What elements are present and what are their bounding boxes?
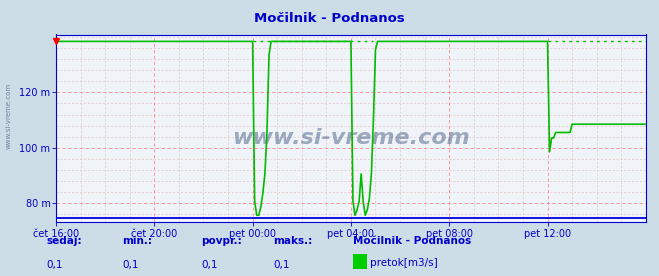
Text: 0,1: 0,1 bbox=[273, 260, 290, 270]
Text: maks.:: maks.: bbox=[273, 236, 313, 246]
Text: www.si-vreme.com: www.si-vreme.com bbox=[5, 83, 11, 149]
Text: 0,1: 0,1 bbox=[46, 260, 63, 270]
Text: 0,1: 0,1 bbox=[201, 260, 217, 270]
Text: 0,1: 0,1 bbox=[122, 260, 138, 270]
Text: pretok[m3/s]: pretok[m3/s] bbox=[370, 258, 438, 268]
Text: povpr.:: povpr.: bbox=[201, 236, 242, 246]
Text: Močilnik - Podnanos: Močilnik - Podnanos bbox=[353, 236, 471, 246]
Text: min.:: min.: bbox=[122, 236, 152, 246]
Text: sedaj:: sedaj: bbox=[46, 236, 82, 246]
Text: Močilnik - Podnanos: Močilnik - Podnanos bbox=[254, 12, 405, 25]
Text: www.si-vreme.com: www.si-vreme.com bbox=[232, 128, 470, 148]
